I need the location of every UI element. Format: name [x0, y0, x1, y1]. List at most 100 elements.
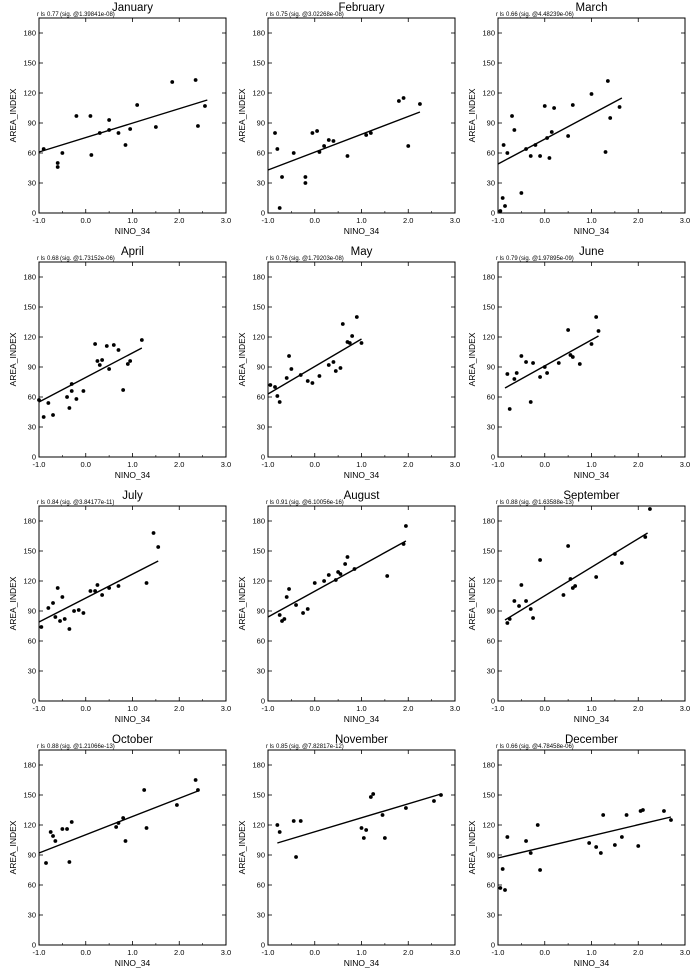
data-point [273, 385, 277, 389]
data-point [60, 595, 65, 599]
data-point [107, 118, 112, 122]
data-point [594, 315, 599, 319]
y-axis-label: AREA_INDEX [237, 332, 247, 386]
data-point [498, 209, 503, 213]
data-point [175, 803, 179, 807]
data-point [326, 573, 331, 577]
y-tick-label: 0 [32, 697, 36, 706]
data-point [596, 329, 601, 333]
regression-line [38, 560, 159, 623]
data-point [275, 147, 280, 151]
y-tick-label: 120 [23, 577, 36, 586]
data-point [125, 362, 130, 366]
y-axis-label: AREA_INDEX [467, 332, 477, 386]
data-point [533, 143, 538, 147]
x-tick-label: 2.0 [174, 948, 184, 957]
data-point [538, 868, 542, 872]
data-point [500, 196, 505, 200]
x-tick-label: -1.0 [492, 704, 505, 713]
panel-stat-label: r ls [496, 12, 504, 18]
regression-line [497, 816, 672, 859]
data-point [641, 808, 645, 812]
data-point [277, 206, 282, 210]
x-tick-label: 0.0 [81, 704, 91, 713]
data-point [643, 535, 648, 539]
plot-frame [38, 261, 227, 458]
data-point [517, 604, 521, 608]
data-point [594, 575, 599, 579]
panel-r-value: 0.85 [276, 744, 288, 750]
data-point [97, 131, 102, 135]
panel-title: May [351, 246, 373, 258]
data-point [69, 382, 74, 386]
data-point [193, 78, 198, 82]
data-point [144, 826, 149, 830]
y-tick-label: 120 [482, 89, 495, 98]
data-point [196, 124, 200, 128]
data-point [404, 806, 408, 810]
y-tick-label: 90 [28, 851, 36, 860]
data-point [636, 844, 641, 848]
data-point [505, 835, 510, 839]
panel-r-value: 0.68 [47, 256, 59, 262]
data-point [104, 344, 109, 348]
y-tick-label: 90 [487, 851, 495, 860]
data-point [359, 826, 364, 830]
panel-r-value: 0.75 [276, 12, 288, 18]
panel-r-value: 0.66 [506, 744, 518, 750]
plot-frame [497, 505, 686, 702]
x-tick-label: 1.0 [586, 216, 596, 225]
y-tick-label: 60 [28, 149, 36, 158]
x-tick-label: 1.0 [356, 216, 366, 225]
x-tick-label: -1.0 [33, 216, 46, 225]
data-point [277, 613, 282, 617]
x-tick-label: 2.0 [633, 704, 643, 713]
data-point [568, 577, 573, 581]
data-point [282, 617, 287, 621]
data-point [55, 161, 60, 165]
panel-r-value: 0.91 [276, 500, 288, 506]
y-tick-label: 120 [482, 333, 495, 342]
regression-line [497, 97, 623, 165]
x-axis-label: NINO_34 [344, 470, 380, 480]
data-point [153, 125, 158, 129]
data-point [601, 813, 606, 817]
x-tick-label: 2.0 [403, 948, 413, 957]
data-point [315, 129, 319, 133]
panel-significance: (sig. @4.48239e-06) [519, 12, 574, 18]
panel-title: April [121, 246, 144, 258]
x-tick-label: 3.0 [450, 704, 460, 713]
data-point [528, 400, 533, 404]
data-point [612, 552, 617, 556]
x-tick-label: 0.0 [540, 704, 550, 713]
x-tick-label: 0.0 [81, 216, 91, 225]
data-point [368, 131, 373, 135]
data-point [55, 586, 60, 590]
x-tick-label: 1.0 [356, 460, 366, 469]
panel-september: September r ls 0.88 (sig. @1.63588e-13) -1.0… [467, 490, 690, 724]
data-point [72, 609, 76, 613]
y-tick-label: 120 [252, 333, 265, 342]
data-point [67, 860, 72, 864]
y-axis-label: AREA_INDEX [467, 88, 477, 142]
data-point [284, 376, 289, 380]
y-tick-label: 30 [257, 667, 265, 676]
data-point [561, 593, 566, 597]
data-point [505, 151, 510, 155]
panel-significance: (sig. @1.97895e-09) [519, 256, 574, 262]
x-tick-label: -1.0 [262, 704, 275, 713]
x-tick-label: 3.0 [680, 460, 690, 469]
data-point [53, 615, 58, 619]
data-point [531, 361, 535, 365]
y-tick-label: 0 [491, 453, 495, 462]
data-point [343, 562, 348, 566]
y-tick-label: 60 [257, 881, 265, 890]
data-point [552, 106, 556, 110]
panel-title: August [344, 490, 381, 502]
data-point [74, 397, 79, 401]
panel-significance: (sig. @6.10056e-16) [289, 500, 344, 506]
y-axis-label: AREA_INDEX [237, 576, 247, 630]
